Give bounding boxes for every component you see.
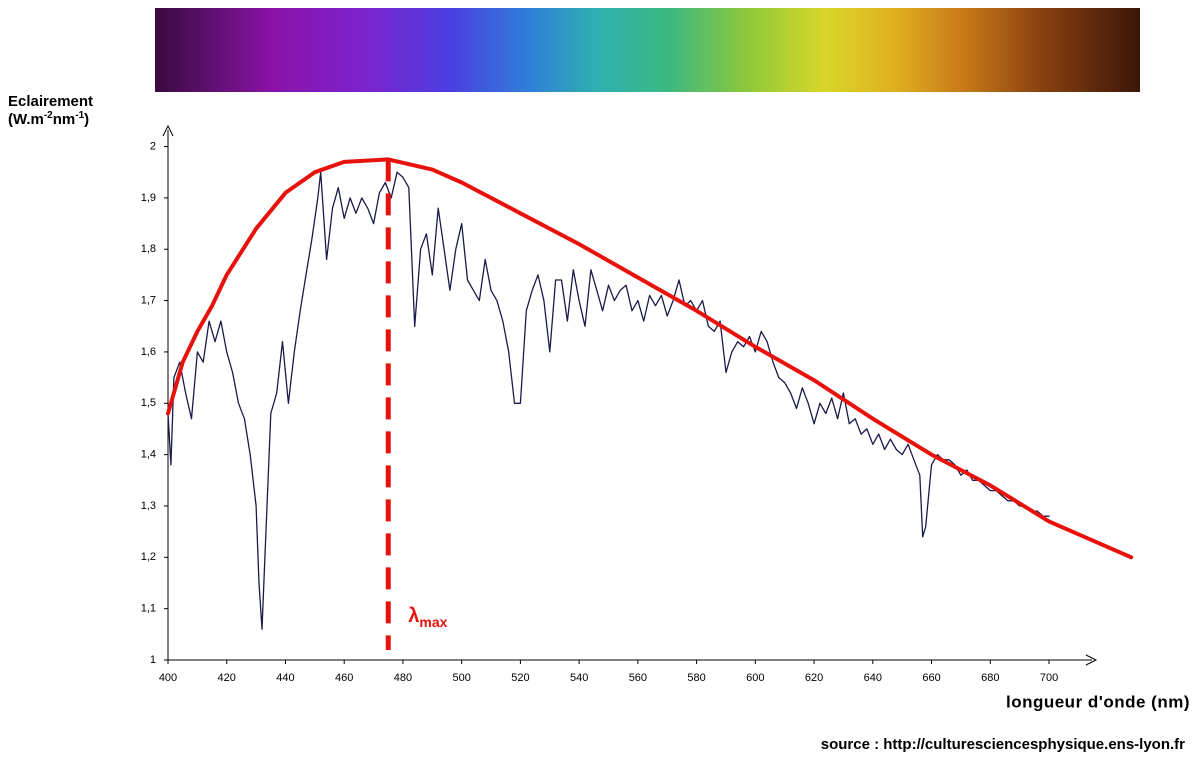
x-tick-label: 420 <box>218 672 236 684</box>
x-tick-label: 540 <box>570 672 588 684</box>
y-tick-label: 1,4 <box>141 449 156 461</box>
y-tick-label: 1,7 <box>141 294 156 306</box>
source: source : http://culturesciencesphysique.… <box>821 736 1185 753</box>
x-tick-label: 700 <box>1040 672 1058 684</box>
x-tick-label: 400 <box>159 672 177 684</box>
y-axis-label: Eclairement (W.m-2nm-1) <box>8 93 97 128</box>
x-axis-label: longueur d'onde (nm) <box>1006 692 1190 711</box>
y-tick-label: 1,2 <box>141 551 156 563</box>
x-tick-label: 480 <box>394 672 412 684</box>
axes <box>163 126 1096 665</box>
y-label-unit: ) <box>84 111 89 128</box>
series-line <box>168 159 1131 557</box>
x-tick-label: 520 <box>511 672 529 684</box>
y-tick-label: 1,8 <box>141 243 156 255</box>
y-label-line: Eclairement <box>8 93 93 110</box>
x-tick-label: 620 <box>805 672 823 684</box>
y-tick-label: 1,1 <box>141 603 156 615</box>
x-tick-label: 500 <box>452 672 470 684</box>
x-tick-label: 440 <box>276 672 294 684</box>
y-tick-label: 1 <box>150 654 156 666</box>
chart: Eclairement (W.m-2nm-1) longueur d'onde … <box>0 0 1198 760</box>
spectrum-bar <box>155 8 1140 92</box>
y-tick-label: 1,5 <box>141 397 156 409</box>
y-tick-label: 2 <box>150 140 156 152</box>
x-tick-label: 460 <box>335 672 353 684</box>
x-tick-label: 600 <box>746 672 764 684</box>
y-tick-label: 1,3 <box>141 500 156 512</box>
x-tick-label: 560 <box>629 672 647 684</box>
y-label-unit: nm <box>53 111 76 128</box>
y-tick-label: 1,9 <box>141 192 156 204</box>
lambda-max-label: λmax <box>408 605 447 629</box>
x-tick-label: 580 <box>687 672 705 684</box>
x-tick-label: 680 <box>981 672 999 684</box>
x-tick-label: 660 <box>922 672 940 684</box>
lambda-symbol: λ <box>408 605 419 627</box>
lambda-subscript: max <box>419 614 447 630</box>
x-tick-label: 640 <box>864 672 882 684</box>
y-tick-label: 1,6 <box>141 346 156 358</box>
series-line <box>168 172 1049 629</box>
y-label-unit: (W.m <box>8 111 44 128</box>
